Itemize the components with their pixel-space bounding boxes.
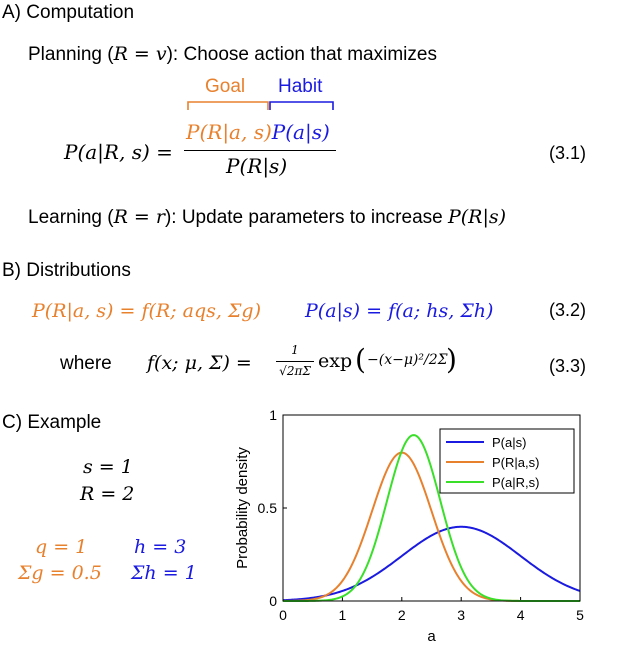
x-tick-label: 1 xyxy=(339,607,347,623)
goal-label: Goal xyxy=(205,76,246,97)
x-tick-label: 5 xyxy=(576,607,584,623)
section-b-title: B) Distributions xyxy=(2,260,131,281)
plot-frame xyxy=(282,414,581,602)
eq31-num-goal: P(R|a, s) xyxy=(186,120,272,144)
y-tick-label: 1 xyxy=(269,407,277,423)
where-label: where xyxy=(60,353,112,374)
eq31-numerator: P(R|a, s)P(a|s) xyxy=(186,120,330,144)
eq31-denominator: P(R|s) xyxy=(226,154,288,178)
R-equation: R = 2 xyxy=(80,483,135,505)
learning-prefix: Learning ( xyxy=(28,207,114,228)
f-def-exp-arg: −(x−μ)²/2Σ xyxy=(367,352,448,368)
section-c-title: C) Example xyxy=(2,412,102,433)
x-axis-label: a xyxy=(427,628,436,645)
chart-legend: P(a|s) P(R|a,s) P(a|R,s) xyxy=(439,428,575,494)
legend-label: P(a|s) xyxy=(492,435,526,450)
f-def-paren-left: ( xyxy=(355,343,366,376)
f-def-frac-bar xyxy=(276,361,314,362)
legend-label: P(a|R,s) xyxy=(492,475,539,490)
eq31-num-habit: P(a|s) xyxy=(271,120,330,144)
eq33-number: (3.3) xyxy=(549,356,587,376)
y-tick-label: 0 xyxy=(269,593,277,609)
planning-line: Planning (R = v): Choose action that max… xyxy=(28,43,437,66)
eq31-number: (3.1) xyxy=(549,143,587,163)
sigma-g-equation: Σg = 0.5 xyxy=(18,562,102,584)
eq32-number: (3.2) xyxy=(549,300,587,320)
s-equation: s = 1 xyxy=(83,456,133,478)
learning-target: P(R|s) xyxy=(447,206,507,228)
section-a-title: A) Computation xyxy=(2,2,135,23)
learning-math: R = r xyxy=(113,206,165,228)
f-def-frac-den: √2πΣ xyxy=(279,364,311,378)
learning-line: Learning (R = r): Update parameters to i… xyxy=(28,206,506,229)
habit-bracket xyxy=(269,101,334,110)
x-tick-label: 2 xyxy=(398,607,406,623)
planning-prefix: Planning ( xyxy=(28,44,114,65)
legend-label: P(R|a,s) xyxy=(492,455,539,470)
f-def-lhs: f(x; μ, Σ) = xyxy=(147,352,252,374)
habit-label: Habit xyxy=(278,76,323,97)
eq31-lhs: P(a|R, s) = xyxy=(64,140,173,164)
habit-equation: P(a|s) = f(a; hs, Σh) xyxy=(305,300,494,322)
learning-suffix: ): Update parameters to increase xyxy=(164,207,448,228)
goal-bracket xyxy=(187,101,269,110)
x-tick-label: 4 xyxy=(517,607,525,623)
y-tick-label: 0.5 xyxy=(258,500,278,516)
eq31-fraction-bar xyxy=(184,150,336,151)
h-equation: h = 3 xyxy=(134,536,187,558)
planning-math: R = v xyxy=(113,43,167,65)
f-def-paren-right: ) xyxy=(446,343,457,376)
planning-suffix: ): Choose action that maximizes xyxy=(166,44,437,65)
f-def-frac-num: 1 xyxy=(291,343,299,357)
x-tick-label: 0 xyxy=(279,607,287,623)
density-chart: 0 1 2 3 4 5 0 0.5 1 a Probability density P(a|s)… xyxy=(234,407,584,645)
q-equation: q = 1 xyxy=(35,536,88,558)
p-a-given-s-line xyxy=(282,525,581,602)
x-tick-label: 3 xyxy=(457,607,465,623)
sigma-h-equation: Σh = 1 xyxy=(131,562,197,584)
y-axis-label: Probability density xyxy=(234,447,251,569)
goal-habit-brackets xyxy=(187,101,334,110)
f-def-exp: exp xyxy=(318,350,353,372)
goal-equation: P(R|a, s) = f(R; aqs, Σg) xyxy=(32,300,261,322)
